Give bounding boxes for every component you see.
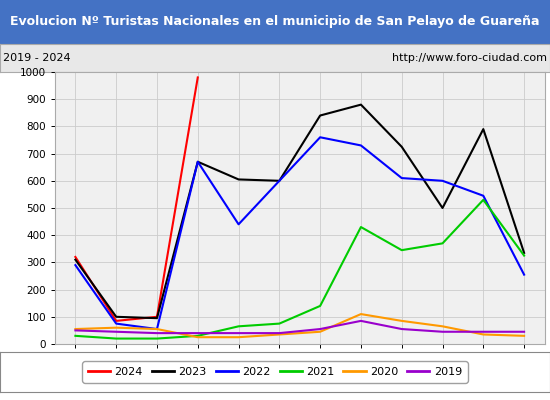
Text: Evolucion Nº Turistas Nacionales en el municipio de San Pelayo de Guareña: Evolucion Nº Turistas Nacionales en el m… <box>10 16 540 28</box>
Text: 2019 - 2024: 2019 - 2024 <box>3 53 70 63</box>
Legend: 2024, 2023, 2022, 2021, 2020, 2019: 2024, 2023, 2022, 2021, 2020, 2019 <box>82 362 468 382</box>
Text: http://www.foro-ciudad.com: http://www.foro-ciudad.com <box>392 53 547 63</box>
